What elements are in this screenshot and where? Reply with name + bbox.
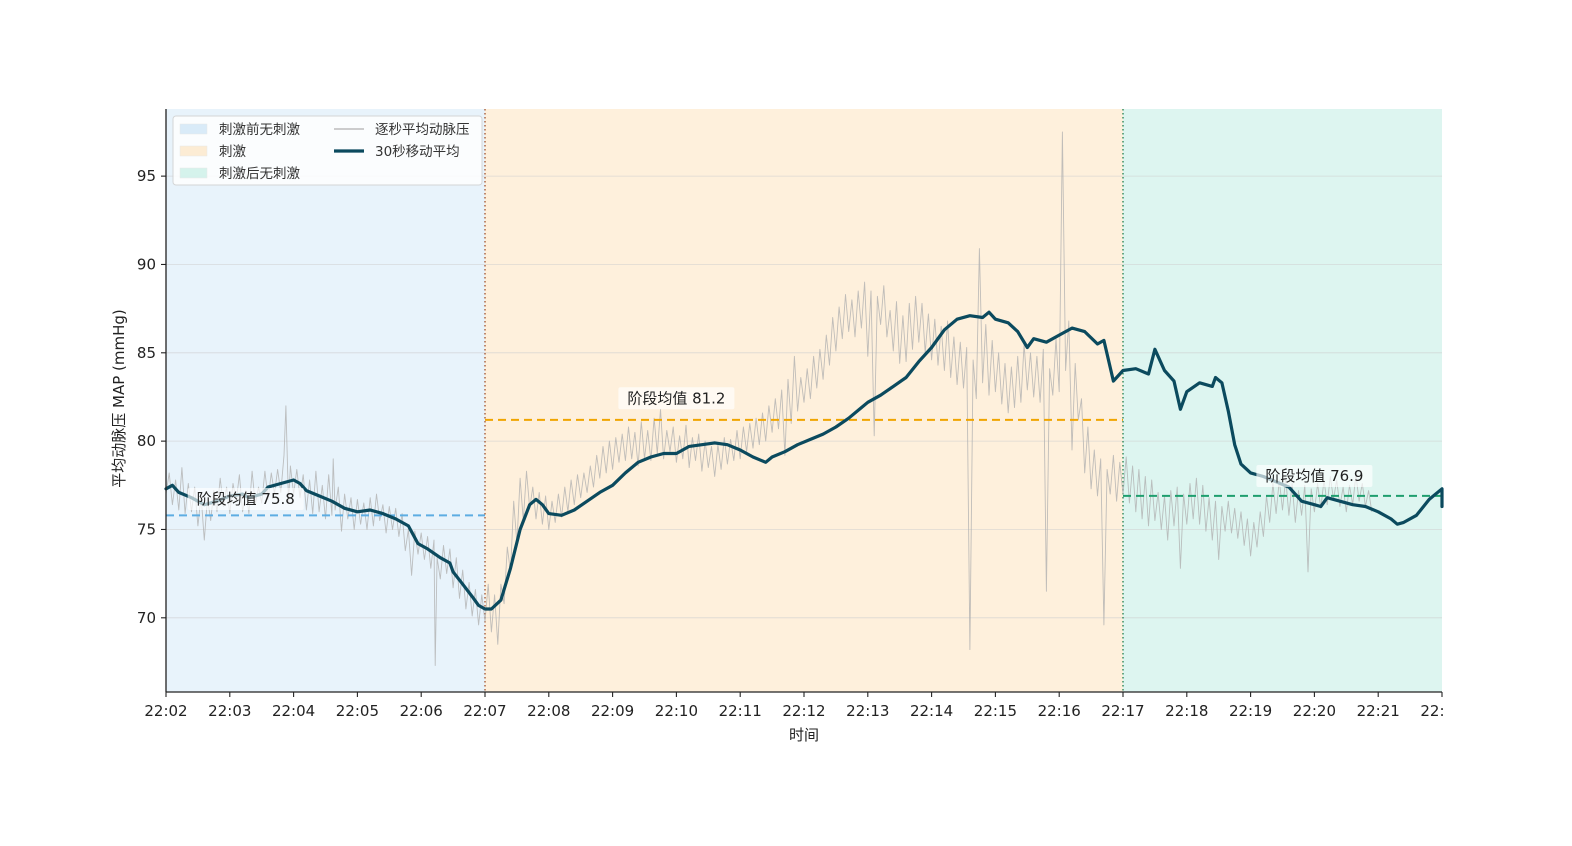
phase-band-0 bbox=[166, 109, 485, 692]
y-tick-label-70: 70 bbox=[137, 609, 156, 627]
y-tick-label-75: 75 bbox=[137, 520, 156, 538]
x-tick-label-5: 22:07 bbox=[463, 702, 506, 720]
phase-boundary-layer bbox=[484, 109, 1124, 692]
x-tick-label-20: 22:22 bbox=[1420, 702, 1463, 720]
x-tick-label-18: 22:20 bbox=[1293, 702, 1336, 720]
phase-band-2 bbox=[1123, 109, 1442, 692]
x-tick-label-1: 22:03 bbox=[208, 702, 251, 720]
phase-label-layer: 阶段均值 75.8 阶段均值 81.2 阶段均值 76.9 bbox=[187, 387, 1373, 510]
x-tick-label-7: 22:09 bbox=[591, 702, 634, 720]
raw-series-line bbox=[165, 131, 1373, 666]
legend-swatch-0 bbox=[179, 123, 208, 135]
x-tick-label-16: 22:18 bbox=[1165, 702, 1208, 720]
axes-layer: 70 75 80 85 90 95 22:02 22:03 22:04 22:05 22:06 22:… bbox=[137, 109, 1463, 720]
x-tick-label-19: 22:21 bbox=[1357, 702, 1400, 720]
y-tick-label-80: 80 bbox=[137, 432, 156, 450]
x-tick-label-15: 22:17 bbox=[1101, 702, 1144, 720]
legend-swatch-2 bbox=[179, 167, 208, 179]
phase-label-bg-2 bbox=[1256, 465, 1373, 487]
raw-series-layer bbox=[165, 131, 1373, 666]
legend-label-line-1: 30秒移动平均 bbox=[375, 144, 460, 160]
x-tick-label-2: 22:04 bbox=[272, 702, 315, 720]
legend-label-1: 刺激 bbox=[219, 144, 246, 160]
phase-mean-label-0: 阶段均值 75.8 bbox=[197, 490, 295, 508]
x-tick-label-17: 22:19 bbox=[1229, 702, 1272, 720]
y-axis-label: 平均动脉压 MAP (mmHg) bbox=[110, 309, 128, 488]
x-axis-label: 时间 bbox=[789, 726, 819, 744]
y-tick-label-85: 85 bbox=[137, 344, 156, 362]
legend-label-2: 刺激后无刺激 bbox=[219, 166, 300, 182]
x-tick-label-6: 22:08 bbox=[527, 702, 570, 720]
x-tick-label-14: 22:16 bbox=[1038, 702, 1081, 720]
y-tick-label-90: 90 bbox=[137, 255, 156, 273]
legend-swatch-1 bbox=[179, 145, 208, 157]
grid-layer bbox=[166, 175, 1442, 619]
phase-mean-label-2: 阶段均值 76.9 bbox=[1265, 467, 1363, 485]
x-tick-label-9: 22:11 bbox=[719, 702, 762, 720]
legend-label-line-0: 逐秒平均动脉压 bbox=[375, 122, 470, 138]
x-tick-label-3: 22:05 bbox=[336, 702, 379, 720]
phase-label-bg-1 bbox=[618, 387, 735, 410]
y-tick-label-95: 95 bbox=[137, 167, 156, 185]
legend-box bbox=[172, 115, 483, 186]
phase-label-bg-0 bbox=[187, 487, 304, 510]
x-tick-label-8: 22:10 bbox=[655, 702, 698, 720]
x-tick-label-12: 22:14 bbox=[910, 702, 953, 720]
phase-mean-label-1: 阶段均值 81.2 bbox=[627, 389, 725, 407]
legend-label-0: 刺激前无刺激 bbox=[219, 121, 300, 138]
x-tick-label-11: 22:13 bbox=[846, 702, 889, 720]
x-tick-label-4: 22:06 bbox=[400, 702, 443, 720]
x-tick-label-13: 22:15 bbox=[974, 702, 1017, 720]
phase-mean-layer bbox=[166, 418, 1442, 517]
x-tick-label-0: 22:02 bbox=[144, 702, 187, 720]
x-tick-label-10: 22:12 bbox=[782, 702, 825, 720]
